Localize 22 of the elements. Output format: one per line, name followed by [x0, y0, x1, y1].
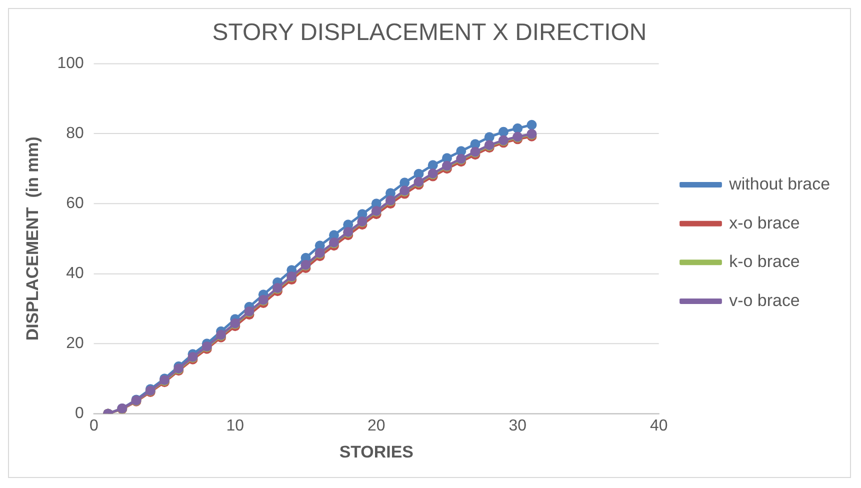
y-axis-title: DISPLACEMENT (in mm) [22, 136, 42, 341]
legend-label: k-o brace [729, 252, 800, 272]
point [498, 126, 508, 137]
chart-title: STORY DISPLACEMENT X DIRECTION [212, 18, 647, 46]
point [428, 160, 438, 170]
y-tick-label: 60 [66, 195, 84, 212]
legend-label: x-o brace [729, 213, 800, 232]
x-tick-label: 0 [89, 418, 98, 435]
y-tick-label: 40 [66, 265, 84, 282]
point [526, 120, 537, 130]
point [512, 123, 523, 134]
x-tick-label: 20 [367, 418, 386, 435]
x-tick-label: 30 [508, 418, 527, 435]
y-tick-label: 20 [66, 335, 84, 352]
y-tick-label: 0 [75, 405, 84, 422]
x-tick-label: 10 [226, 418, 244, 435]
x-tick-label: 40 [650, 418, 668, 435]
y-tick-label: 80 [66, 124, 84, 142]
y-tick-label: 100 [57, 54, 84, 72]
legend-label: without brace [728, 174, 830, 194]
x-axis-title: STORIES [339, 442, 414, 462]
legend-label: v-o brace [729, 290, 800, 310]
